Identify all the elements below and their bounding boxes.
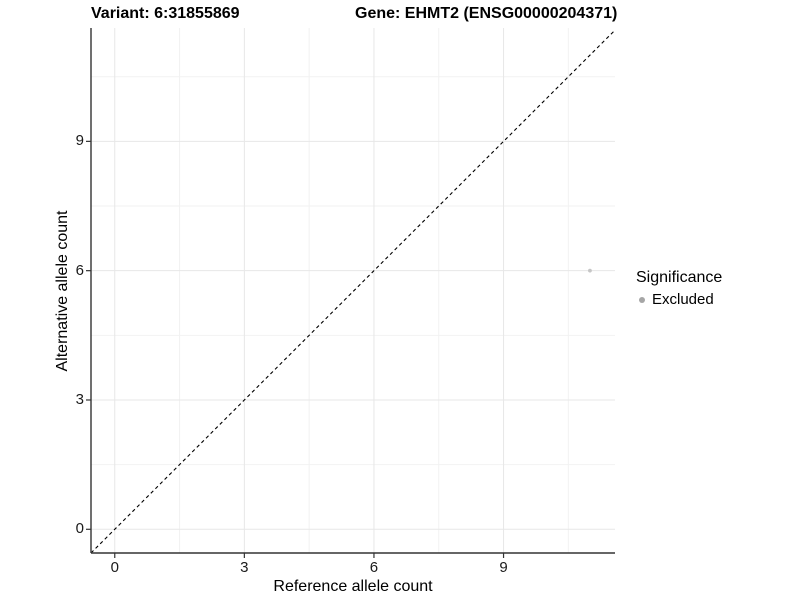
y-axis-title: Alternative allele count xyxy=(54,210,71,372)
y-tick-label: 3 xyxy=(75,390,84,408)
x-tick-label: 3 xyxy=(240,559,249,576)
identity-dashed-line xyxy=(90,29,616,554)
legend-item-excluded: Excluded xyxy=(636,291,722,308)
legend: Significance Excluded xyxy=(636,269,722,308)
y-tick-label: 9 xyxy=(75,132,84,150)
x-axis-title: Reference allele count xyxy=(273,578,433,595)
legend-title: Significance xyxy=(636,269,723,286)
legend-point-icon xyxy=(639,297,645,303)
plot-title-gene: Gene: EHMT2 (ENSG00000204371) xyxy=(355,5,618,22)
y-tick-label: 6 xyxy=(75,261,84,279)
x-tick-label: 0 xyxy=(110,559,119,576)
data-point xyxy=(588,268,592,273)
x-tick-label: 6 xyxy=(369,559,379,576)
legend-item-label: Excluded xyxy=(652,291,714,308)
x-tick-label: 9 xyxy=(499,559,508,576)
plot-title-variant: Variant: 6:31855869 xyxy=(91,5,240,22)
y-tick-label: 0 xyxy=(75,520,84,538)
